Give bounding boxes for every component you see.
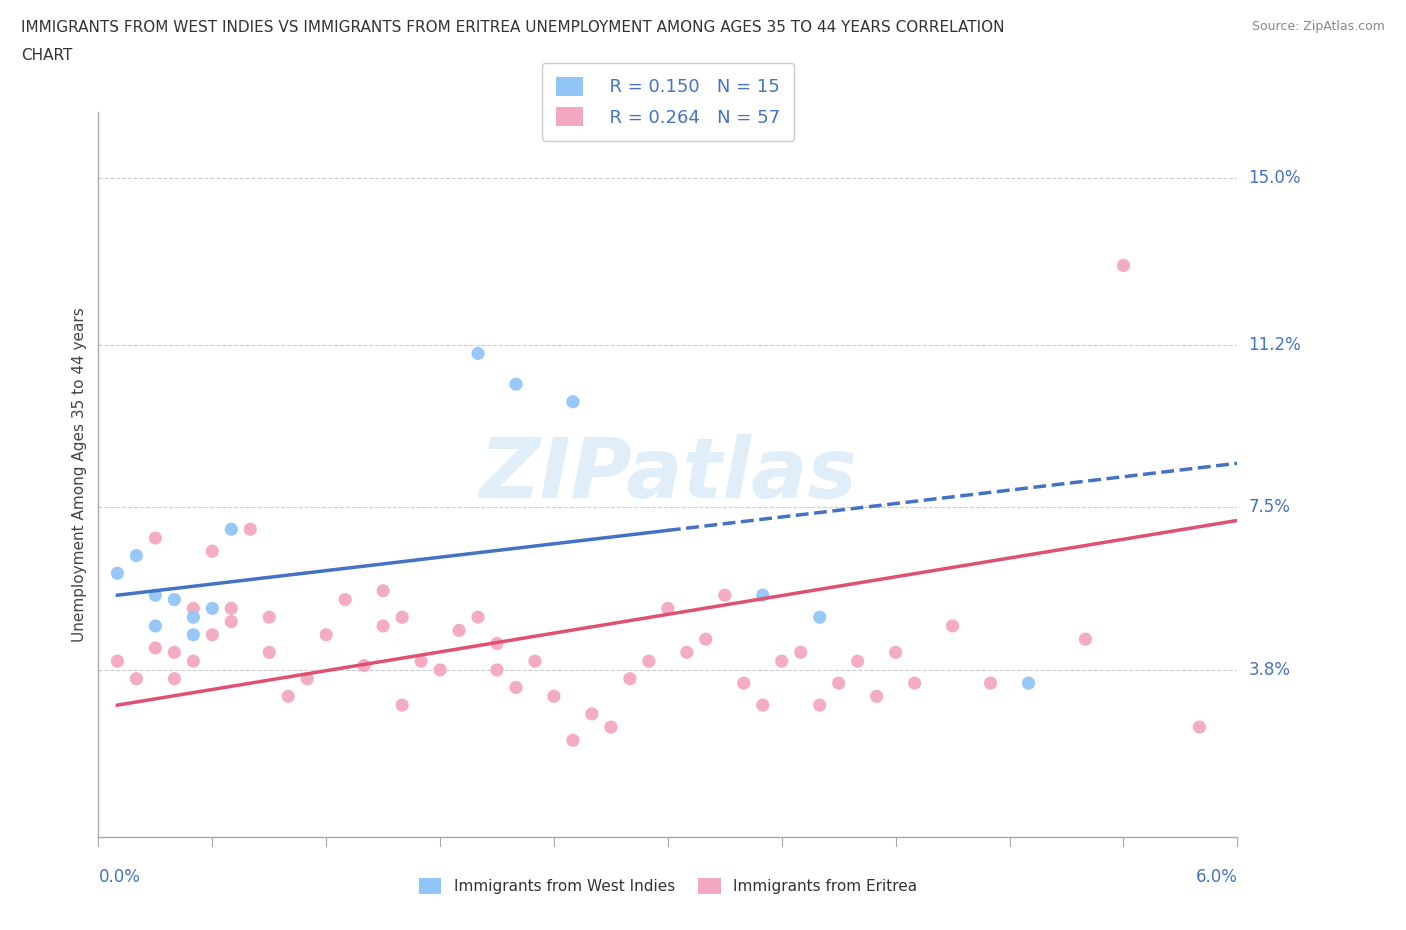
Point [297,671,319,686]
Point [371,583,394,598]
Point [752,588,775,603]
Point [201,601,224,616]
Text: CHART: CHART [21,48,73,63]
Point [221,614,243,629]
Point [1188,720,1211,735]
Point [695,631,717,646]
Point [524,654,547,669]
Point [866,689,889,704]
Text: 6.0%: 6.0% [1195,868,1237,885]
Point [335,592,357,607]
Point [562,733,585,748]
Point [846,654,869,669]
Point [808,698,831,712]
Point [808,610,831,625]
Point [980,676,1002,691]
Point [183,610,205,625]
Text: ZIPatlas: ZIPatlas [479,433,856,515]
Point [145,618,167,633]
Point [163,644,186,659]
Point [163,592,186,607]
Point [411,654,433,669]
Point [449,623,471,638]
Point [486,662,509,677]
Point [1074,631,1097,646]
Point [183,628,205,643]
Point [125,671,148,686]
Text: 11.2%: 11.2% [1249,336,1301,353]
Point [884,644,907,659]
Point [657,601,679,616]
Point [277,689,299,704]
Text: 15.0%: 15.0% [1249,168,1301,187]
Point [486,636,509,651]
Point [600,720,623,735]
Point [562,394,585,409]
Point [259,610,281,625]
Legend: Immigrants from West Indies, Immigrants from Eritrea: Immigrants from West Indies, Immigrants … [411,870,925,902]
Point [543,689,565,704]
Text: Source: ZipAtlas.com: Source: ZipAtlas.com [1251,20,1385,33]
Text: 7.5%: 7.5% [1249,498,1291,516]
Point [183,601,205,616]
Point [904,676,927,691]
Point [145,588,167,603]
Text: 3.8%: 3.8% [1249,661,1291,679]
Y-axis label: Unemployment Among Ages 35 to 44 years: Unemployment Among Ages 35 to 44 years [72,307,87,642]
Point [145,641,167,656]
Point [467,346,489,361]
Point [828,676,851,691]
Point [315,628,337,643]
Point [467,610,489,625]
Point [733,676,755,691]
Point [638,654,661,669]
Point [163,671,186,686]
Point [505,377,527,392]
Point [505,680,527,695]
Point [183,654,205,669]
Point [201,628,224,643]
Point [942,618,965,633]
Point [259,644,281,659]
Point [239,522,262,537]
Point [145,531,167,546]
Text: IMMIGRANTS FROM WEST INDIES VS IMMIGRANTS FROM ERITREA UNEMPLOYMENT AMONG AGES 3: IMMIGRANTS FROM WEST INDIES VS IMMIGRANT… [21,20,1005,35]
Point [770,654,793,669]
Point [201,544,224,559]
Point [391,610,413,625]
Point [371,618,394,633]
Point [125,548,148,563]
Point [221,522,243,537]
Text: 0.0%: 0.0% [98,868,141,885]
Point [391,698,413,712]
Point [581,707,603,722]
Point [107,565,129,580]
Point [1018,676,1040,691]
Point [221,601,243,616]
Point [429,662,451,677]
Point [752,698,775,712]
Point [1112,258,1135,272]
Point [619,671,641,686]
Point [107,654,129,669]
Point [714,588,737,603]
Point [676,644,699,659]
Point [353,658,375,673]
Point [790,644,813,659]
